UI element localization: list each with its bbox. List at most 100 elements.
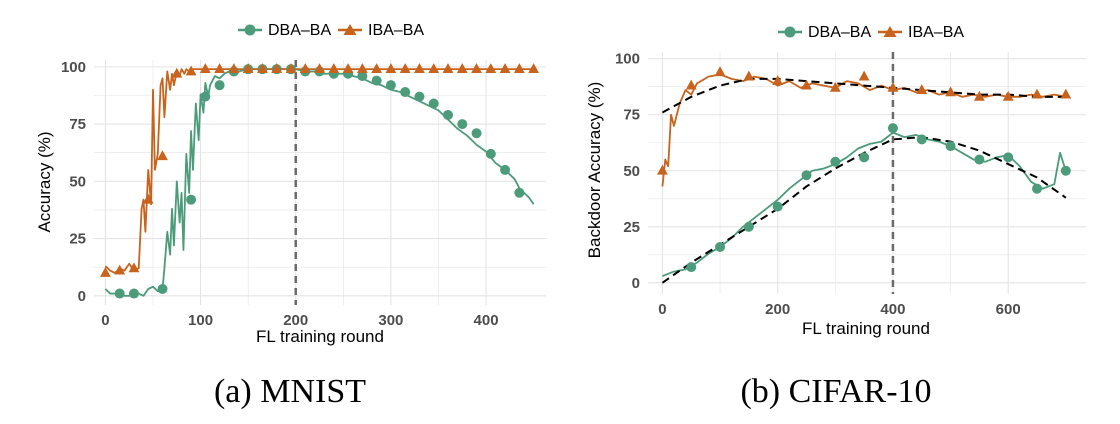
- data-point-dba: [485, 148, 496, 159]
- legend-marker-iba: [343, 24, 357, 35]
- data-point-iba: [657, 164, 668, 175]
- data-point-dba: [859, 152, 870, 163]
- y-axis-title-cifar10: Backdoor Accuracy (%): [585, 82, 604, 259]
- data-point-iba: [314, 63, 325, 74]
- data-point-iba: [442, 63, 454, 74]
- data-point-iba: [858, 70, 870, 81]
- data-point-iba: [228, 63, 240, 74]
- data-point-iba: [299, 63, 311, 74]
- data-point-dba: [157, 283, 168, 294]
- data-point-iba: [385, 63, 397, 74]
- series-mnist: [100, 60, 540, 305]
- data-point-iba: [114, 264, 126, 275]
- y-tick-label: 50: [623, 163, 640, 180]
- legend-marker-dba: [784, 26, 796, 38]
- data-point-iba: [171, 67, 183, 78]
- x-axis-title-mnist: FL training round: [256, 327, 384, 346]
- data-point-dba: [715, 241, 726, 252]
- y-tick-label: 100: [615, 51, 640, 68]
- data-point-dba: [686, 262, 697, 273]
- data-point-dba: [214, 80, 225, 91]
- data-point-iba: [973, 90, 985, 101]
- data-point-iba: [214, 63, 226, 74]
- y-tick-label: 100: [61, 59, 86, 76]
- data-point-iba: [128, 262, 140, 273]
- x-tick-label: 400: [880, 301, 905, 318]
- data-point-iba: [714, 66, 726, 77]
- caption-cifar10: (b) CIFAR-10: [740, 373, 931, 410]
- legend-cifar10: DBA–BA IBA–BA: [778, 24, 964, 41]
- data-point-iba: [829, 81, 841, 92]
- data-point-dba: [114, 288, 125, 299]
- tick-labels-mnist: 0 100 200 300 400 0 25 50 75 100: [61, 59, 499, 329]
- y-tick-label: 25: [69, 231, 86, 248]
- data-point-dba: [514, 187, 525, 198]
- x-tick-label: 100: [188, 312, 213, 329]
- data-point-dba: [442, 109, 453, 120]
- plot-area-mnist: [94, 60, 546, 305]
- data-point-iba: [471, 63, 482, 74]
- data-point-dba: [500, 164, 511, 175]
- y-tick-label: 75: [69, 116, 86, 133]
- data-point-dba: [945, 141, 956, 152]
- tick-labels-cifar10: 0 200 400 600 0 25 50 75 100: [615, 51, 1021, 318]
- y-tick-label: 0: [632, 275, 640, 292]
- data-point-dba: [471, 128, 482, 139]
- data-point-iba: [414, 63, 425, 74]
- data-point-iba: [242, 63, 254, 74]
- data-point-iba: [772, 75, 784, 86]
- data-point-dba: [916, 134, 927, 145]
- data-point-iba: [513, 63, 525, 74]
- legend-mnist: DBA–BA IBA–BA: [238, 22, 424, 39]
- y-tick-label: 50: [69, 173, 86, 190]
- data-point-dba: [428, 98, 439, 109]
- data-point-iba: [685, 79, 697, 90]
- data-point-iba: [157, 150, 168, 161]
- y-axis-title-mnist: Accuracy (%): [35, 131, 54, 232]
- trend-line: [661, 77, 1066, 114]
- data-point-iba: [1031, 88, 1043, 99]
- y-tick-label: 25: [623, 219, 640, 236]
- data-point-dba: [414, 91, 425, 102]
- data-point-iba: [1002, 90, 1014, 101]
- x-tick-label: 0: [658, 301, 666, 318]
- x-tick-label: 600: [996, 301, 1021, 318]
- data-point-dba: [801, 170, 812, 181]
- data-point-dba: [200, 91, 211, 102]
- y-tick-label: 0: [78, 288, 86, 305]
- legend-label-dba: DBA–BA: [268, 22, 331, 39]
- legend-marker-dba: [244, 24, 256, 36]
- data-point-dba: [400, 87, 411, 98]
- x-tick-label: 300: [378, 312, 403, 329]
- data-point-iba: [916, 84, 928, 94]
- panel-cifar10: DBA–BA IBA–BA 0 200 400 600 0 25 50 75 100 FL tr…: [585, 24, 1086, 410]
- x-tick-label: 200: [283, 312, 308, 329]
- data-point-iba: [528, 63, 540, 74]
- data-point-dba: [887, 123, 898, 134]
- data-point-iba: [199, 63, 211, 74]
- data-point-iba: [801, 79, 812, 90]
- legend-marker-iba: [883, 26, 897, 37]
- data-point-iba: [356, 63, 368, 74]
- data-point-iba: [887, 81, 899, 92]
- data-point-dba: [974, 154, 985, 165]
- data-point-dba: [357, 71, 368, 82]
- panel-mnist: DBA–BA IBA–BA 0 100 200 300 400 0 25 50 75 100 FL…: [35, 22, 546, 410]
- data-point-iba: [399, 63, 411, 74]
- data-point-dba: [128, 288, 139, 299]
- legend-label-iba: IBA–BA: [368, 22, 424, 39]
- data-point-iba: [285, 63, 297, 74]
- x-tick-label: 400: [474, 312, 499, 329]
- legend-label-iba: IBA–BA: [908, 24, 964, 41]
- data-point-dba: [1003, 152, 1014, 163]
- data-point-iba: [945, 86, 956, 97]
- data-point-iba: [257, 63, 268, 74]
- data-point-dba: [1032, 183, 1043, 194]
- data-point-iba: [342, 63, 354, 74]
- data-point-dba: [772, 201, 783, 212]
- y-tick-label: 75: [623, 107, 640, 124]
- caption-mnist: (a) MNIST: [214, 373, 366, 410]
- x-tick-label: 0: [101, 312, 109, 329]
- legend-label-dba: DBA–BA: [808, 24, 871, 41]
